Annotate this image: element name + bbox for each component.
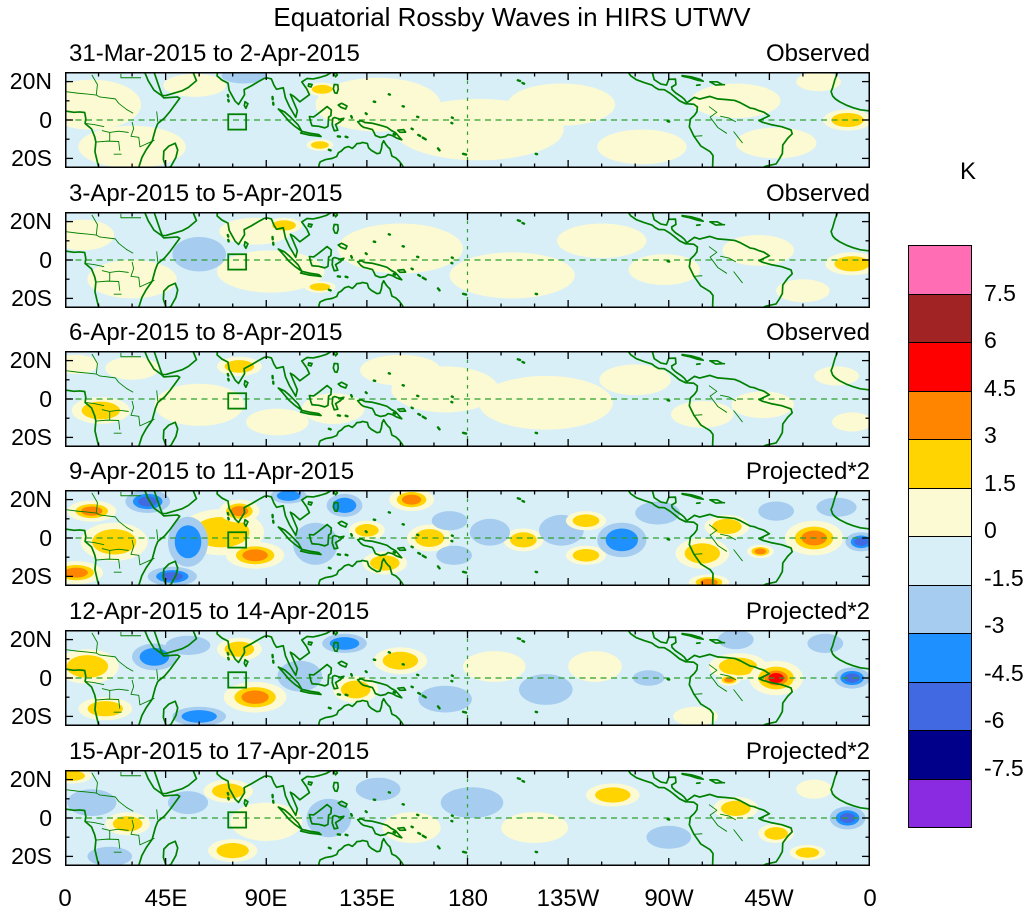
colorbar-unit-label: K (959, 158, 976, 185)
anomaly-map (65, 212, 870, 308)
y-tick-label: 20S (11, 285, 52, 311)
x-tick-label: 135W (536, 885, 600, 912)
panel-date-range: 12-Apr-2015 to 14-Apr-2015 (69, 598, 370, 625)
y-tick-label: 0 (39, 665, 52, 691)
x-tick-label: 0 (58, 885, 72, 912)
y-tick-label: 20S (11, 145, 52, 171)
colorbar-tick-label: 3 (984, 422, 997, 448)
colorbar-cell (909, 294, 971, 343)
anomaly-map (65, 630, 870, 726)
panel-date-range: 15-Apr-2015 to 17-Apr-2015 (69, 738, 370, 765)
anomaly-map (65, 770, 870, 866)
chart-title: Equatorial Rossby Waves in HIRS UTWV (273, 2, 751, 32)
y-tick-label: 20N (9, 208, 52, 234)
x-tick-label: 180 (447, 885, 489, 912)
panel-source-label: Observed (765, 40, 870, 67)
x-tick-label: 0 (863, 885, 877, 912)
colorbar-tick-label: -6 (984, 707, 1005, 733)
y-tick-label: 0 (39, 107, 52, 133)
y-tick-label: 20S (11, 424, 52, 450)
colorbar-cell (909, 682, 971, 731)
colorbar-tick-label: 1.5 (984, 469, 1016, 496)
y-tick-label: 0 (39, 386, 52, 412)
colorbar-tick-label: 7.5 (984, 279, 1016, 306)
panel-source-label: Projected*2 (745, 598, 870, 625)
panel-date-range: 9-Apr-2015 to 11-Apr-2015 (69, 458, 355, 485)
x-tick-label: 45W (744, 885, 794, 912)
y-tick-label: 20N (9, 347, 52, 373)
panel-source-label: Observed (765, 180, 870, 207)
colorbar-tick-label: -4.5 (984, 659, 1024, 686)
colorbar-cell (909, 246, 971, 295)
anomaly-map (65, 72, 870, 168)
x-axis: 0 45E 90E 135E 180 135W 90W 45W 0 (0, 885, 1024, 915)
panel-date-range: 6-Apr-2015 to 8-Apr-2015 (69, 319, 343, 346)
y-tick-label: 20N (9, 766, 52, 792)
colorbar-cell (909, 779, 971, 827)
panel-source-label: Observed (765, 319, 870, 346)
y-tick-label: 0 (39, 247, 52, 273)
colorbar-cells (908, 245, 972, 828)
colorbar-tick-label: -3 (984, 612, 1005, 638)
y-tick-label: 20S (11, 563, 52, 589)
colorbar-cell (909, 343, 971, 392)
colorbar-tick-label: 0 (984, 517, 997, 543)
colorbar-tick-label: 6 (984, 327, 997, 353)
x-tick-label: 135E (338, 885, 396, 912)
colorbar-cell (909, 391, 971, 440)
colorbar-tick-label: -1.5 (984, 564, 1024, 591)
colorbar-cell (909, 488, 971, 537)
y-tick-label: 20N (9, 68, 52, 94)
colorbar-cell (909, 537, 971, 586)
panel-source-label: Projected*2 (745, 458, 870, 485)
colorbar-cell (909, 585, 971, 634)
colorbar-tick-label: 4.5 (984, 374, 1016, 401)
panel-date-range: 31-Mar-2015 to 2-Apr-2015 (69, 40, 360, 67)
colorbar-cell (909, 731, 971, 780)
anomaly-map (65, 351, 870, 447)
colorbar-tick-label: -7.5 (984, 754, 1024, 781)
colorbar-cell (909, 634, 971, 683)
panel-date-range: 3-Apr-2015 to 5-Apr-2015 (69, 180, 343, 207)
colorbar-cell (909, 440, 971, 489)
colorbar: 7.5 6 4.5 3 1.5 0 -1.5 -3 -4.5 -6 -7.5 (908, 245, 1024, 828)
x-tick-label: 90E (244, 885, 288, 912)
panel-source-label: Projected*2 (745, 738, 870, 765)
x-tick-label: 45E (144, 885, 188, 912)
y-tick-label: 20S (11, 843, 52, 869)
x-tick-label: 90W (644, 885, 694, 912)
y-tick-label: 0 (39, 805, 52, 831)
y-tick-label: 20N (9, 626, 52, 652)
anomaly-map (65, 490, 870, 586)
y-tick-label: 0 (39, 525, 52, 551)
y-tick-label: 20S (11, 703, 52, 729)
y-tick-label: 20N (9, 486, 52, 512)
